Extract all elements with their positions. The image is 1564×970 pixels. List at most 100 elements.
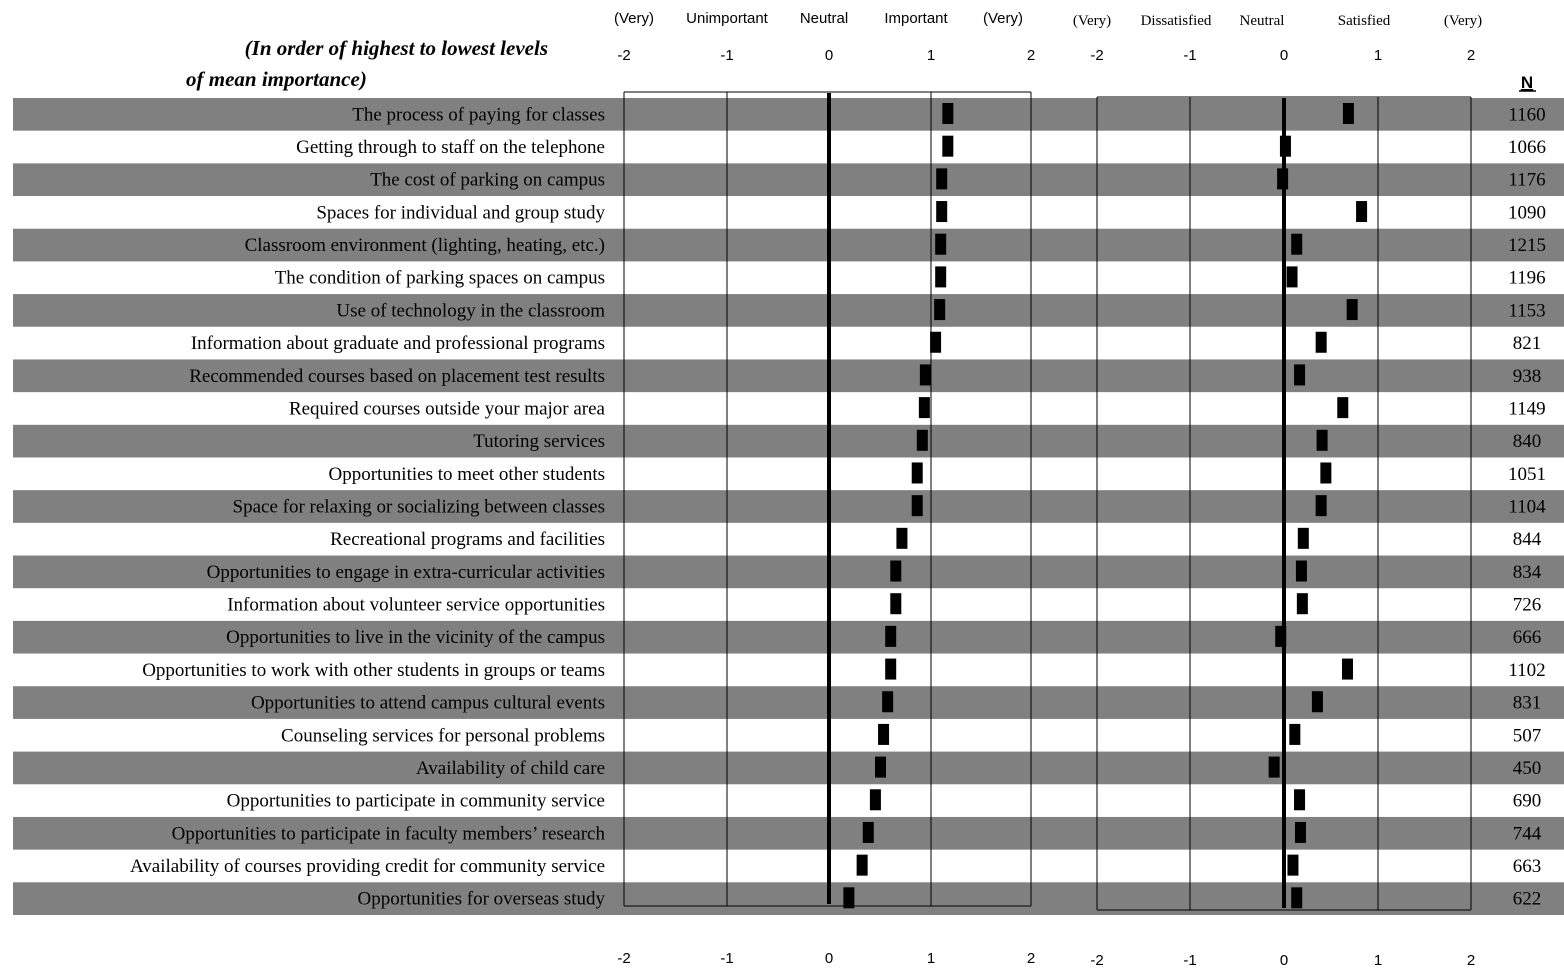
n-value: 834 xyxy=(1513,562,1542,583)
category-label: Information about graduate and professio… xyxy=(191,333,605,354)
imp-bottom-tick-label: 1 xyxy=(927,950,935,967)
imp-word-very-high: (Very) xyxy=(983,10,1023,27)
sat-bottom-tick-label: 2 xyxy=(1467,952,1475,969)
n-value: 1153 xyxy=(1508,300,1545,321)
sat-marker xyxy=(1341,658,1353,680)
imp-marker xyxy=(911,495,923,517)
imp-marker xyxy=(930,331,942,353)
category-label: Space for relaxing or socializing betwee… xyxy=(233,497,605,518)
row-stripe xyxy=(13,751,1564,785)
imp-marker xyxy=(936,201,948,223)
sat-bottom-tick-label: 1 xyxy=(1374,952,1382,969)
satisfaction-panel: -2 -1 0 1 2 -2 -1 0 1 2 xyxy=(1090,47,1475,969)
sat-marker xyxy=(1356,201,1368,223)
imp-marker xyxy=(862,821,874,843)
imp-marker xyxy=(935,266,947,288)
imp-word-neutral: Neutral xyxy=(800,10,848,27)
category-label: Opportunities to meet other students xyxy=(328,464,605,485)
n-value: 666 xyxy=(1513,627,1542,648)
sat-bottom-tick-label: 0 xyxy=(1280,952,1288,969)
sat-word-very-low: (Very) xyxy=(1073,13,1111,29)
imp-bottom-tick-label: 0 xyxy=(825,950,833,967)
sat-marker xyxy=(1287,854,1299,876)
imp-word-unimportant: Unimportant xyxy=(686,10,769,27)
sat-marker xyxy=(1294,789,1306,811)
row-stripe xyxy=(13,294,1564,327)
n-value: 821 xyxy=(1513,333,1542,354)
category-label: Counseling services for personal problem… xyxy=(281,725,605,746)
n-value: 1160 xyxy=(1508,104,1545,125)
n-value: 938 xyxy=(1513,366,1542,387)
sat-marker xyxy=(1286,266,1298,288)
imp-bottom-tick-label: -2 xyxy=(617,950,630,967)
n-value: 844 xyxy=(1513,529,1542,550)
category-label: Classroom environment (lighting, heating… xyxy=(245,235,605,256)
imp-top-tick-label: -2 xyxy=(617,47,630,64)
n-value: 622 xyxy=(1513,889,1542,910)
sat-marker xyxy=(1346,299,1358,321)
category-label: Opportunities to live in the vicinity of… xyxy=(226,627,605,648)
imp-word-very-low: (Very) xyxy=(614,10,654,27)
n-value: 1051 xyxy=(1508,464,1546,485)
imp-marker xyxy=(890,560,902,582)
category-label: Required courses outside your major area xyxy=(289,398,606,419)
row-stripe xyxy=(13,686,1564,719)
sat-top-tick-label: 0 xyxy=(1280,47,1288,64)
sat-marker xyxy=(1315,495,1327,517)
imp-marker xyxy=(843,887,855,909)
imp-top-tick-label: -1 xyxy=(720,47,733,64)
sat-marker xyxy=(1295,560,1307,582)
imp-marker xyxy=(911,462,923,484)
category-labels: The process of paying for classes Getting… xyxy=(130,104,606,909)
imp-top-tick-label: 0 xyxy=(825,47,833,64)
imp-top-tick-label: 2 xyxy=(1027,47,1035,64)
sat-marker xyxy=(1277,168,1289,190)
n-column: 1160 1066 1176 1090 1215 1196 1153 821 938 1149 84… xyxy=(1508,104,1546,909)
sat-marker xyxy=(1337,397,1349,419)
imp-marker xyxy=(942,135,954,157)
n-value: 1176 xyxy=(1508,170,1545,191)
imp-top-tick-label: 1 xyxy=(927,47,935,64)
sat-marker xyxy=(1297,527,1309,549)
category-label: Information about volunteer service oppo… xyxy=(227,595,605,616)
n-value: 831 xyxy=(1513,693,1542,714)
category-label: Opportunities for overseas study xyxy=(358,889,606,910)
imp-marker xyxy=(890,593,902,615)
n-value: 1090 xyxy=(1508,202,1546,223)
imp-marker xyxy=(936,168,948,190)
imp-marker xyxy=(878,723,890,745)
n-value: 690 xyxy=(1513,791,1542,812)
category-label: Recreational programs and facilities xyxy=(330,529,605,550)
imp-marker xyxy=(942,103,954,124)
n-value: 1196 xyxy=(1508,268,1545,289)
category-label: Spaces for individual and group study xyxy=(316,202,605,223)
category-label: The cost of parking on campus xyxy=(370,170,605,191)
imp-word-important: Important xyxy=(884,10,948,27)
row-stripe xyxy=(13,424,1564,458)
imp-marker xyxy=(896,527,908,549)
n-value: 1066 xyxy=(1508,137,1546,158)
sat-top-tick-label: -1 xyxy=(1183,47,1196,64)
row-stripe xyxy=(13,98,1564,131)
category-label: Opportunities to participate in faculty … xyxy=(172,823,606,844)
row-stripe xyxy=(13,620,1564,654)
category-label: The process of paying for classes xyxy=(352,104,605,125)
n-value: 840 xyxy=(1513,431,1542,452)
sat-word-neutral: Neutral xyxy=(1240,13,1285,29)
imp-marker xyxy=(885,658,897,680)
imp-marker xyxy=(875,756,886,778)
sat-word-very-high: (Very) xyxy=(1444,13,1482,29)
n-value: 663 xyxy=(1513,856,1542,877)
category-label: Opportunities to attend campus cultural … xyxy=(251,693,605,714)
sat-top-tick-label: 2 xyxy=(1467,47,1475,64)
imp-bottom-tick-label: -1 xyxy=(720,950,733,967)
row-stripe xyxy=(13,228,1564,262)
n-value: 1102 xyxy=(1508,660,1545,681)
category-label: Availability of courses providing credit… xyxy=(130,856,605,877)
row-stripe xyxy=(13,490,1564,523)
n-header: N xyxy=(1521,73,1533,92)
importance-panel: -2 -1 0 1 2 -2 -1 0 1 2 xyxy=(617,47,1035,967)
imp-marker xyxy=(935,233,947,255)
imp-marker xyxy=(882,691,894,713)
